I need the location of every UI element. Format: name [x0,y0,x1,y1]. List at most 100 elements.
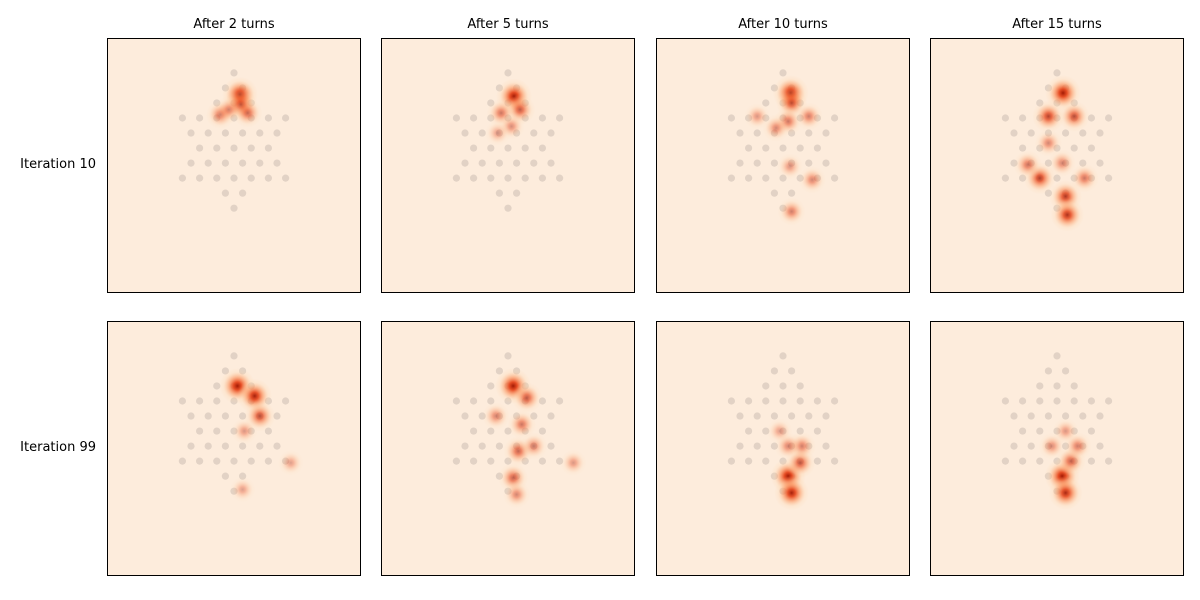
board-hole [1105,397,1113,405]
column-title-2: After 5 turns [467,17,549,32]
board-hole [495,189,503,197]
board-hole [1079,129,1087,137]
heatmap-svg [656,38,910,293]
density-blob [484,120,511,146]
board-hole [264,114,272,122]
board-hole [1001,114,1009,122]
board-hole [230,352,238,360]
board-hole [513,189,521,197]
board-hole [1027,129,1035,137]
board-hole [831,397,839,405]
density-blob [777,197,806,226]
board-hole [736,129,744,137]
board-hole [273,159,281,167]
board-hole [487,457,495,465]
board-hole [770,367,778,375]
board-hole [1105,457,1113,465]
board-hole [204,159,212,167]
board-hole [470,144,478,152]
board-hole [282,114,290,122]
board-hole [282,397,290,405]
board-hole [1036,382,1044,390]
board-hole [264,457,272,465]
density-blob [776,153,804,180]
board-hole [805,129,813,137]
board-hole [727,457,735,465]
heatmap-svg [381,38,635,293]
panel-frame [107,38,361,293]
board-hole [745,397,753,405]
board-hole [461,412,469,420]
board-hole [538,174,546,182]
board-hole [779,352,787,360]
board-hole [813,427,821,435]
board-hole [196,174,204,182]
board-hole [556,114,564,122]
board-hole [796,144,804,152]
density-blob [1058,100,1090,132]
density-blob [1048,475,1083,510]
density-blob [229,476,256,503]
heatmap-panel-r1-c4 [930,38,1184,293]
board-hole [1019,144,1027,152]
board-hole [1062,129,1070,137]
density-blob [1050,198,1085,232]
board-hole [239,159,247,167]
board-hole [504,69,512,77]
board-hole [1096,442,1104,450]
heatmap-svg [107,321,361,576]
board-hole [530,129,538,137]
board-hole [273,442,281,450]
heatmap-panel-r2-c1 [107,321,361,576]
board-hole [831,174,839,182]
board-hole [1087,427,1095,435]
board-hole [1053,397,1061,405]
board-hole [213,144,221,152]
board-hole [822,442,830,450]
density-blob [511,382,543,413]
board-hole [1001,457,1009,465]
density-blob [560,449,587,476]
board-hole [213,397,221,405]
board-hole [762,457,770,465]
column-title-4: After 15 turns [1012,17,1102,32]
board-hole [470,114,478,122]
board-hole [1019,114,1027,122]
density-blob [502,480,531,509]
heatmap-svg [930,321,1184,576]
board-hole [538,144,546,152]
board-hole [779,144,787,152]
board-hole [196,144,204,152]
density-blob [231,417,258,445]
board-hole [745,427,753,435]
board-hole [452,174,460,182]
board-hole [1105,174,1113,182]
board-hole [736,412,744,420]
board-hole [221,129,229,137]
board-hole [178,174,186,182]
board-hole [727,397,735,405]
density-blob [774,475,809,511]
board-hole [470,174,478,182]
heatmap-panel-r2-c3 [656,321,910,576]
board-hole [230,204,238,212]
board-hole [504,144,512,152]
board-hole [264,144,272,152]
board-hole [178,457,186,465]
board-hole [1096,159,1104,167]
board-hole [273,129,281,137]
board-hole [452,457,460,465]
board-hole [753,129,761,137]
board-hole [736,159,744,167]
board-hole [178,114,186,122]
heatmap-svg [107,38,361,293]
board-hole [538,427,546,435]
board-hole [556,174,564,182]
board-hole [547,159,555,167]
board-hole [1096,412,1104,420]
board-hole [1001,174,1009,182]
board-hole [556,397,564,405]
panel-frame [930,38,1184,293]
board-hole [213,174,221,182]
board-hole [221,442,229,450]
